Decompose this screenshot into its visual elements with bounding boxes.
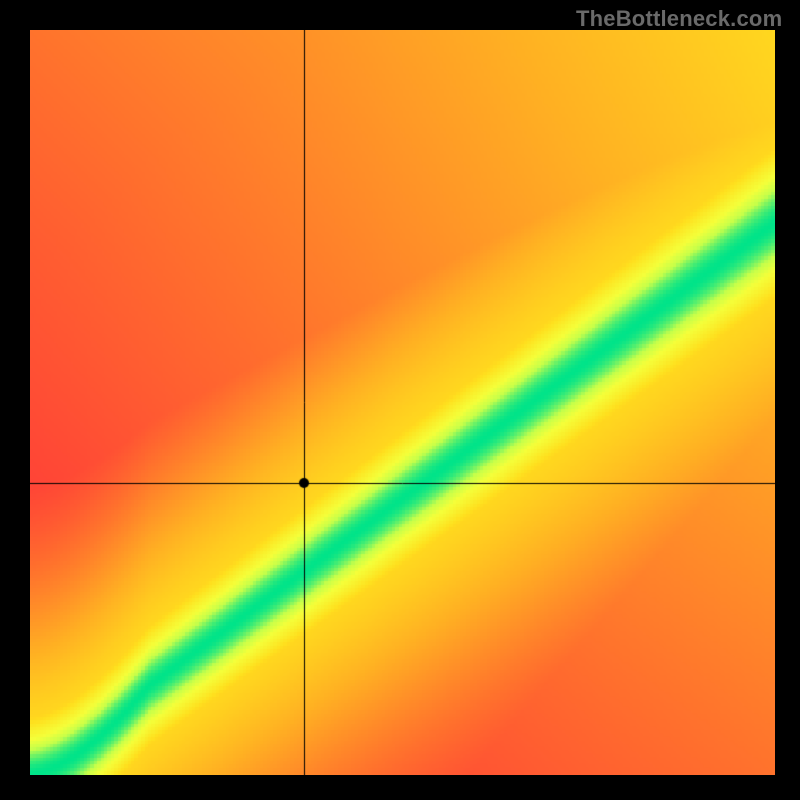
watermark-text: TheBottleneck.com: [576, 6, 782, 32]
bottleneck-heatmap: [30, 30, 775, 775]
chart-stage: TheBottleneck.com: [0, 0, 800, 800]
